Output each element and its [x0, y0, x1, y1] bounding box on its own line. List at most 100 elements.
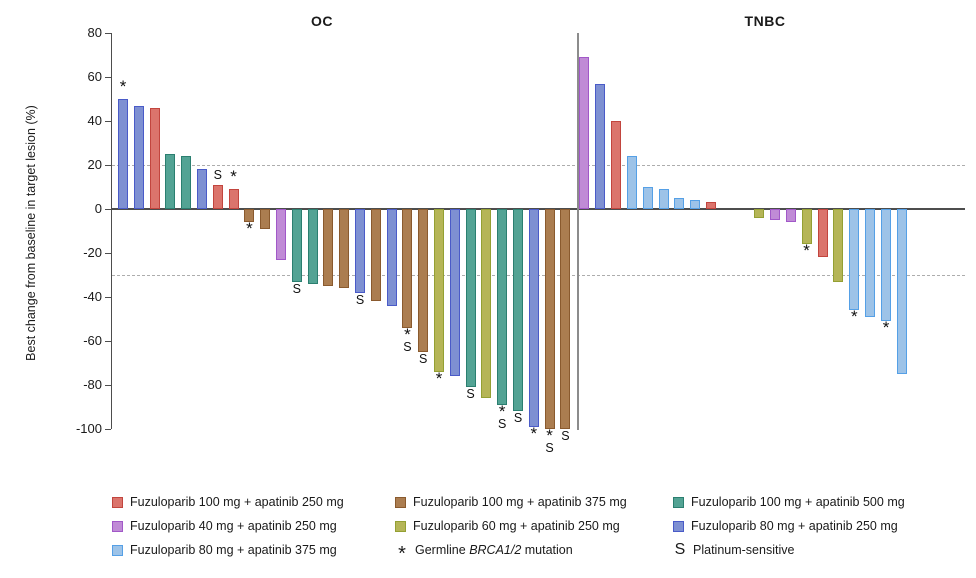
- platinum-sensitive-mark: S: [355, 292, 365, 307]
- platinum-sensitive-mark: S: [466, 387, 475, 402]
- bar: [674, 198, 685, 209]
- legend-item-brca-mutation: * Germline BRCA1/2 mutation: [395, 543, 673, 565]
- bar: [865, 209, 876, 317]
- bar: [197, 169, 207, 209]
- y-tick-mark: [104, 385, 111, 386]
- bar: [528, 209, 539, 427]
- y-axis-title: Best change from baseline in target lesi…: [24, 105, 38, 361]
- legend-item-olive: Fuzuloparib 60 mg + apatinib 250 mg: [395, 519, 673, 533]
- y-tick-label: -60: [83, 333, 102, 348]
- bar: [323, 209, 334, 286]
- brca-mutation-mark: *: [803, 241, 810, 261]
- bar: [626, 156, 637, 209]
- y-tick-label: -20: [83, 245, 102, 260]
- bar: [513, 209, 523, 412]
- y-tick-mark: [104, 297, 111, 298]
- legend-item-brown: Fuzuloparib 100 mg + apatinib 375 mg: [395, 495, 673, 509]
- legend-swatch-lightblue: [112, 544, 123, 556]
- bar: [560, 209, 571, 429]
- legend-item-purple: Fuzuloparib 40 mg + apatinib 250 mg: [112, 519, 395, 533]
- panel-title-tnbc: TNBC: [744, 13, 786, 29]
- y-tick-mark: [104, 121, 111, 122]
- legend-swatch-brown: [395, 496, 406, 508]
- bar: [833, 209, 844, 282]
- y-tick-mark: [104, 165, 111, 166]
- bar: [133, 105, 144, 209]
- legend-label: Fuzuloparib 100 mg + apatinib 500 mg: [691, 495, 905, 509]
- legend-label: Fuzuloparib 40 mg + apatinib 250 mg: [130, 519, 337, 533]
- legend-label: Germline BRCA1/2 mutation: [415, 543, 573, 557]
- bar: [181, 156, 192, 209]
- bar: [355, 209, 365, 293]
- brca-mutation-mark: *: [530, 423, 538, 443]
- y-tick-label: 80: [87, 25, 102, 40]
- bar: [544, 209, 555, 429]
- platinum-sensitive-mark: S: [498, 416, 507, 431]
- reference-line: [112, 165, 965, 166]
- platinum-sensitive-mark: S: [292, 281, 301, 296]
- brca-mutation-mark: *: [435, 368, 443, 388]
- legend-swatch-olive: [395, 520, 406, 532]
- legend-swatch-blue: [673, 520, 684, 532]
- bar: [291, 209, 302, 282]
- legend-swatch-purple: [112, 520, 123, 532]
- legend-label: Fuzuloparib 80 mg + apatinib 375 mg: [130, 543, 337, 557]
- brca-mutation-mark: *: [404, 324, 411, 344]
- bar: [579, 57, 589, 209]
- brca-mutation-mark: *: [119, 77, 127, 96]
- bar: [449, 209, 460, 377]
- bar: [228, 189, 239, 209]
- y-tick-label: 60: [87, 69, 102, 84]
- bar: [897, 209, 907, 374]
- bar: [118, 99, 128, 209]
- bar: [658, 189, 669, 209]
- bar: [849, 209, 860, 311]
- bar: [881, 209, 892, 322]
- legend-item-platinum-sensitive: S Platinum-sensitive: [673, 541, 923, 558]
- legend: Fuzuloparib 100 mg + apatinib 250 mg Fuzu…: [112, 490, 923, 565]
- y-tick-label: 0: [94, 201, 102, 216]
- bar: [339, 209, 350, 289]
- bar: [642, 187, 653, 209]
- bar: [690, 200, 701, 209]
- bar: [753, 209, 764, 218]
- brca-mutation-mark: *: [230, 167, 237, 187]
- y-tick-mark: [104, 429, 111, 430]
- bar: [276, 209, 286, 260]
- y-tick-label: -40: [83, 289, 102, 304]
- bar: [497, 209, 508, 405]
- y-tick-label: 20: [87, 157, 102, 172]
- platinum-sensitive-mark: S: [419, 352, 428, 366]
- bar: [785, 209, 796, 223]
- bar: [165, 154, 176, 209]
- y-tick-label: 40: [87, 113, 102, 128]
- asterisk-symbol: *: [398, 543, 406, 565]
- brca-mutation-mark: *: [882, 318, 890, 338]
- legend-swatch-teal: [673, 496, 684, 508]
- y-tick-mark: [104, 77, 111, 78]
- legend-item-lightblue: Fuzuloparib 80 mg + apatinib 375 mg: [112, 543, 395, 557]
- legend-label: Fuzuloparib 60 mg + apatinib 250 mg: [413, 519, 620, 533]
- platinum-sensitive-mark: S: [513, 411, 523, 426]
- bar: [260, 209, 271, 229]
- legend-label: Fuzuloparib 100 mg + apatinib 250 mg: [130, 495, 344, 509]
- bar: [706, 202, 717, 209]
- y-tick-mark: [104, 33, 111, 34]
- brca-mutation-mark: *: [850, 307, 858, 327]
- y-tick-label: -80: [83, 377, 102, 392]
- s-symbol: S: [674, 541, 686, 558]
- bar: [307, 209, 318, 284]
- y-tick-mark: [104, 253, 111, 254]
- bar: [149, 107, 160, 209]
- bar: [610, 121, 621, 209]
- legend-label: Platinum-sensitive: [693, 543, 795, 557]
- legend-label: Fuzuloparib 80 mg + apatinib 250 mg: [691, 519, 898, 533]
- legend-swatch-red: [112, 496, 123, 508]
- bar: [817, 209, 828, 258]
- y-tick-label: -100: [75, 421, 102, 436]
- legend-item-blue: Fuzuloparib 80 mg + apatinib 250 mg: [673, 519, 923, 533]
- bar: [769, 209, 780, 220]
- panel-divider: [577, 33, 579, 430]
- platinum-sensitive-mark: S: [213, 167, 222, 182]
